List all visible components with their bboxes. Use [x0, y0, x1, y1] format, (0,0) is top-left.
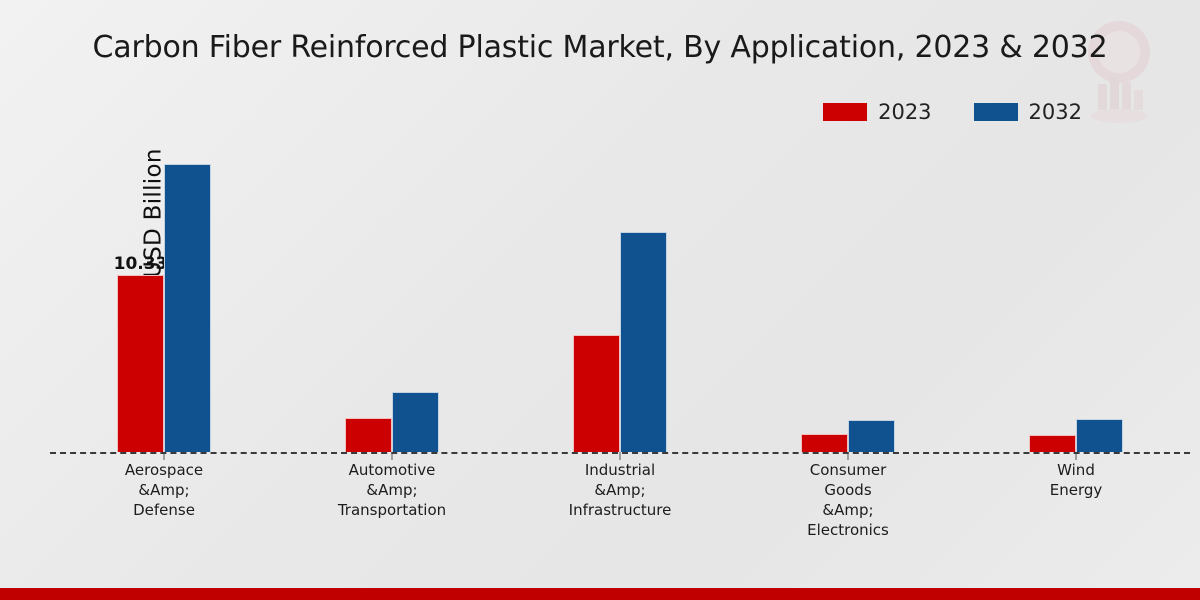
bar-group	[962, 150, 1190, 460]
bar-pair: 10.33	[114, 150, 211, 452]
x-axis-tick	[163, 452, 165, 460]
bar-2023[interactable]: 10.33	[114, 254, 167, 452]
x-axis-labels: Aerospace &Amp; Defense Automotive &Amp; …	[50, 460, 1190, 540]
bar-2032[interactable]	[1076, 418, 1123, 452]
bar-2032[interactable]	[164, 163, 211, 452]
bar-pair	[801, 150, 895, 452]
x-axis-label: Wind Energy	[1049, 461, 1103, 499]
legend-swatch-2023	[823, 103, 868, 121]
chart-plot-area: 10.33	[50, 150, 1190, 460]
bar-pair	[345, 150, 439, 452]
bar-pair	[573, 150, 667, 452]
x-axis-tick	[619, 452, 621, 460]
x-axis-tick	[391, 452, 393, 460]
x-axis-tick	[847, 452, 849, 460]
x-axis-label: Industrial &Amp; Infrastructure	[568, 461, 672, 519]
bar-2032[interactable]	[848, 420, 895, 452]
bar-value-label: 10.33	[113, 253, 168, 274]
bar-group: 10.33	[50, 150, 278, 460]
bar-2032[interactable]	[620, 231, 667, 452]
bar-2023[interactable]	[801, 433, 848, 452]
bar-group	[734, 150, 962, 460]
bar-2032[interactable]	[392, 391, 439, 452]
chart-legend: 2023 2032	[823, 100, 1082, 124]
page-title: Carbon Fiber Reinforced Plastic Market, …	[92, 30, 1108, 65]
x-axis-tick	[1075, 452, 1077, 460]
x-axis-label: Aerospace &Amp; Defense	[124, 461, 204, 519]
bar-group	[506, 150, 734, 460]
x-axis-label: Automotive &Amp; Transportation	[337, 461, 447, 519]
legend-item-2023[interactable]: 2023	[823, 100, 932, 124]
x-axis-baseline	[50, 452, 1190, 454]
legend-item-2032[interactable]: 2032	[973, 100, 1082, 124]
legend-swatch-2032	[973, 103, 1018, 121]
x-axis-label: Consumer Goods &Amp; Electronics	[807, 461, 889, 539]
bar-group	[278, 150, 506, 460]
bar-2023[interactable]	[345, 417, 392, 452]
bar-pair	[1029, 150, 1123, 452]
footer-accent-bar	[0, 588, 1200, 600]
bar-2023[interactable]	[1029, 435, 1076, 452]
legend-label-2023: 2023	[878, 100, 932, 124]
legend-label-2032: 2032	[1028, 100, 1082, 124]
bar-2023[interactable]	[573, 335, 620, 452]
